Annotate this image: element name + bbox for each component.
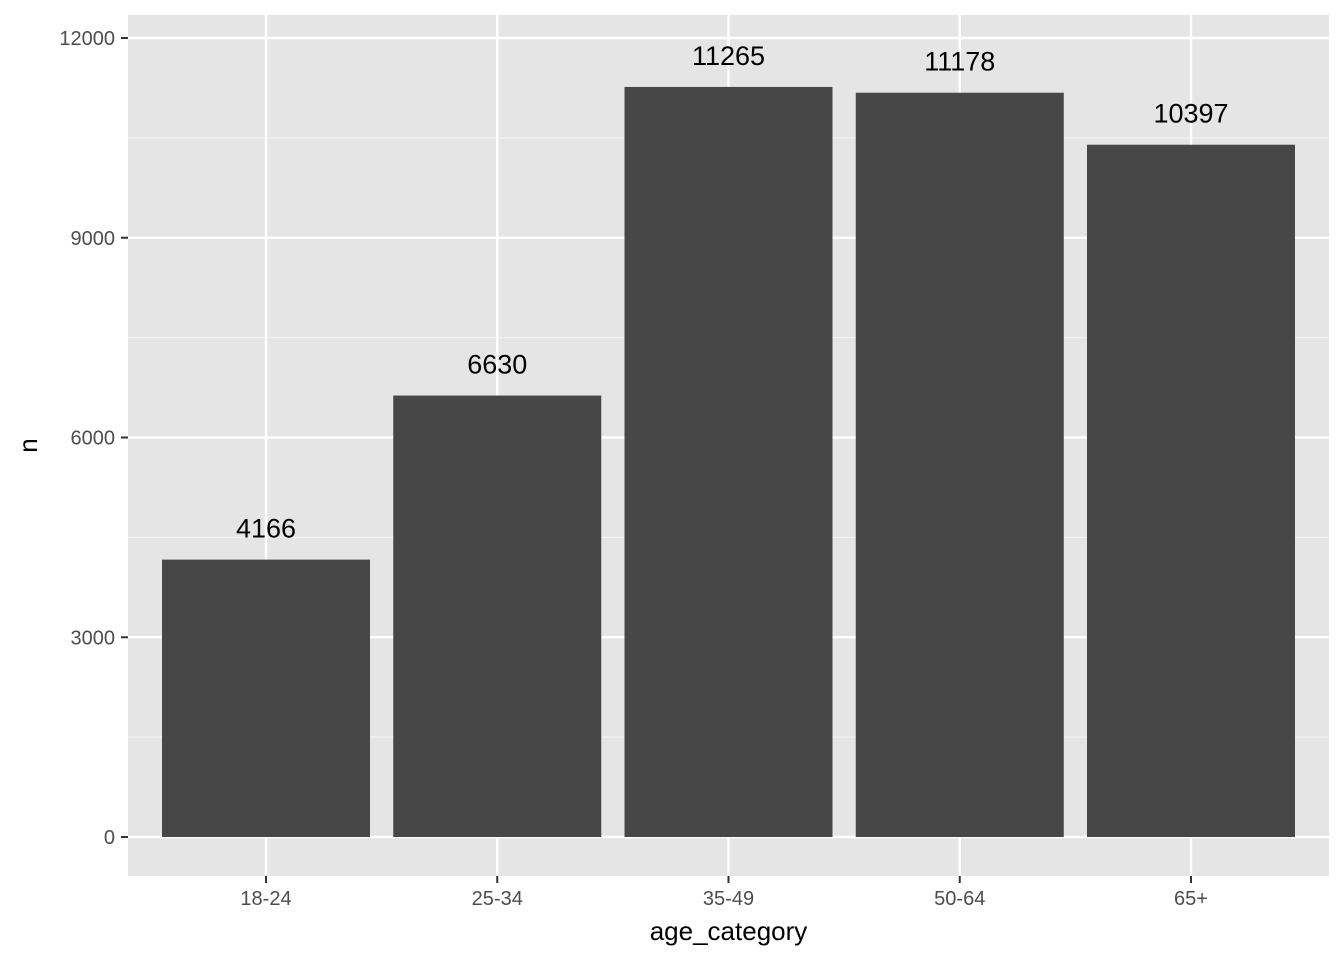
bar: [855, 92, 1064, 837]
x-axis-title: age_category: [650, 916, 808, 946]
x-tick-label: 65+: [1174, 888, 1208, 910]
bar-value-label: 11178: [924, 47, 995, 77]
bar: [393, 395, 602, 837]
bar-value-label: 4166: [236, 514, 296, 544]
y-tick-label: 3000: [71, 627, 116, 649]
x-tick-label: 35-49: [703, 888, 754, 910]
bar: [624, 86, 833, 838]
y-tick-label: 9000: [71, 228, 116, 250]
y-tick-label: 12000: [59, 28, 115, 50]
bar: [162, 559, 370, 837]
bar-value-label: 6630: [467, 350, 527, 380]
y-axis-title: n: [13, 438, 43, 452]
y-tick-label: 0: [104, 827, 115, 849]
bar-value-label: 11265: [692, 41, 765, 71]
x-tick-label: 50-64: [934, 888, 985, 910]
x-axis: 18-24 25-34 35-49 50-64 65+: [240, 876, 1208, 910]
bar-value-label: 10397: [1153, 99, 1228, 129]
bar-value-labels: 4166 6630 11265 11178 10397: [236, 41, 1229, 544]
bars: [162, 86, 1295, 838]
bar: [1087, 144, 1295, 837]
y-axis: 0 3000 6000 9000 12000: [59, 28, 128, 849]
x-tick-label: 18-24: [240, 888, 291, 910]
y-tick-label: 6000: [71, 428, 116, 450]
x-tick-label: 25-34: [472, 888, 523, 910]
